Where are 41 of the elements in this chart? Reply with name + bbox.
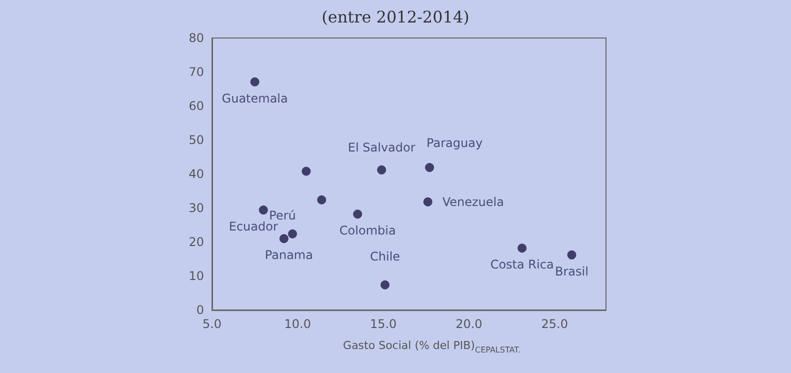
point <box>377 165 386 174</box>
point <box>353 210 362 219</box>
point <box>567 250 576 260</box>
y-tick-label: 40 <box>188 167 204 181</box>
annotation: Guatemala <box>222 91 288 106</box>
y-tick-label: 60 <box>188 99 204 113</box>
x-tick-label: 25.0 <box>541 317 568 331</box>
point <box>423 197 432 206</box>
y-tick-label: 10 <box>188 269 204 283</box>
point <box>279 234 288 244</box>
x-tick-label: 20.0 <box>456 317 482 331</box>
annotation: El Salvador <box>348 140 416 154</box>
point <box>425 163 434 172</box>
x-axis-title: Gasto Social (% del PIB) <box>343 339 475 352</box>
point <box>380 280 390 290</box>
y-tick-label: 80 <box>188 31 204 45</box>
chart-title: (entre 2012-2014) <box>322 8 470 26</box>
annotation: Costa Rica <box>490 258 554 272</box>
point <box>302 166 311 176</box>
y-tick-label: 30 <box>188 201 204 215</box>
annotation: Colombia <box>339 224 396 238</box>
point <box>317 195 326 204</box>
annotation: Chile <box>370 249 400 264</box>
y-tick-label: 0 <box>196 303 204 317</box>
annotation: Brasil <box>555 264 588 278</box>
x-tick-label: 5.0 <box>202 317 222 331</box>
annotation: Panama <box>264 248 313 262</box>
point <box>288 229 298 238</box>
annotation: Paraguay <box>426 136 483 150</box>
y-tick-label: 20 <box>188 235 204 249</box>
text: CEPALSTAT. <box>475 346 521 354</box>
x-tick-label: 10.0 <box>284 317 312 331</box>
point <box>518 244 527 253</box>
annotation: Ecuador <box>228 220 278 234</box>
annotation: Perú <box>269 208 296 222</box>
point <box>250 77 260 86</box>
y-tick-label: 70 <box>188 65 204 79</box>
y-tick-label: 50 <box>188 133 204 147</box>
annotation: Venezuela <box>442 194 504 209</box>
x-tick-label: 15.0 <box>370 317 397 331</box>
point <box>258 206 268 215</box>
